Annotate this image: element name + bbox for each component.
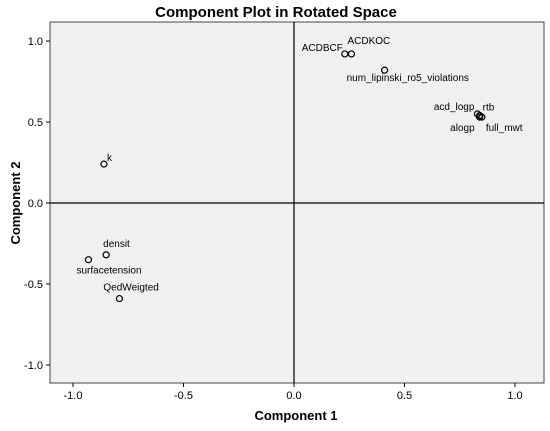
- point-label: full_mwt: [486, 123, 523, 134]
- y-tick-label: 0.5: [28, 117, 43, 129]
- chart-title: Component Plot in Rotated Space: [155, 4, 397, 21]
- x-tick-label: 1.0: [507, 390, 522, 402]
- point-label: ACDBCF: [302, 43, 343, 54]
- x-tick-label: -1.0: [64, 390, 83, 402]
- y-tick-label: 1.0: [28, 36, 43, 48]
- data-point: [347, 50, 356, 58]
- point-label: acd_logp: [434, 102, 475, 113]
- y-tick-label: -0.5: [24, 279, 43, 291]
- point-label: densit: [103, 239, 130, 250]
- data-point: [381, 66, 389, 74]
- axis-ticks: -1.0 -0.5 0.0 0.5 1.0 1.0 0.5 0.0 -0.5 -1.0: [24, 36, 523, 402]
- data-point: [100, 160, 108, 168]
- y-tick-label: 0.0: [28, 198, 43, 210]
- data-point: [115, 294, 124, 303]
- point-label: ACDKOC: [347, 36, 390, 47]
- data-point: [476, 113, 484, 121]
- point-label: surfacetension: [76, 266, 141, 277]
- x-axis-title: Component 1: [254, 408, 337, 423]
- x-tick-label: -0.5: [174, 390, 193, 402]
- point-label: num_lipinski_ro5_violations: [347, 73, 469, 84]
- data-points: ACDKOC ACDBCF num_lipinski_ro5_violationsa…: [76, 36, 523, 303]
- y-tick-label: -1.0: [24, 360, 43, 372]
- y-axis-title: Component 2: [8, 161, 23, 244]
- point-label: rtb: [483, 103, 495, 114]
- data-point: [102, 251, 110, 259]
- point-label: QedWeigted: [103, 283, 158, 294]
- data-point: [478, 113, 486, 121]
- x-tick-label: 0.0: [286, 390, 301, 402]
- data-point: [84, 256, 93, 264]
- point-label: k: [107, 153, 113, 164]
- x-tick-label: 0.5: [397, 390, 412, 402]
- data-point: [341, 50, 349, 58]
- point-label: alogp: [450, 123, 475, 134]
